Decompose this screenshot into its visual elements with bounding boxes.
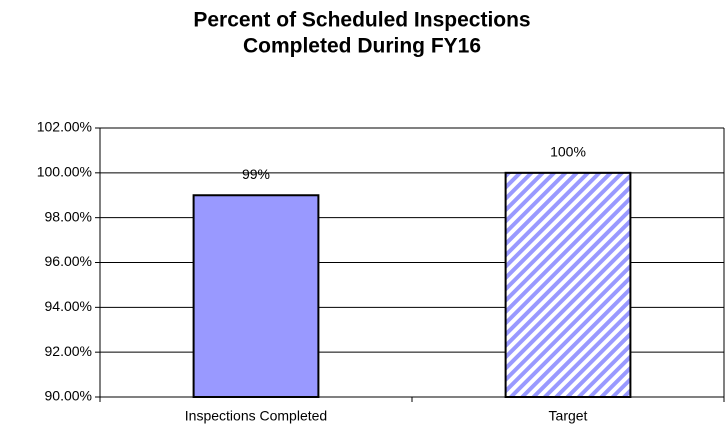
x-tick-label: Inspections Completed [185,408,327,424]
y-tick-label: 90.00% [45,388,92,404]
chart-title: Completed During FY16 [243,35,481,58]
bar [192,194,320,398]
y-tick-label: 94.00% [45,298,92,314]
bar [504,171,632,398]
data-label: 100% [550,144,586,160]
data-label: 99% [242,166,270,182]
y-tick-label: 100.00% [37,164,92,180]
y-tick-label: 102.00% [37,119,92,135]
chart-title: Percent of Scheduled Inspections [193,9,530,32]
y-tick-label: 98.00% [45,208,92,224]
x-tick-label: Target [549,408,588,424]
y-tick-label: 96.00% [45,253,92,269]
y-tick-label: 92.00% [45,343,92,359]
